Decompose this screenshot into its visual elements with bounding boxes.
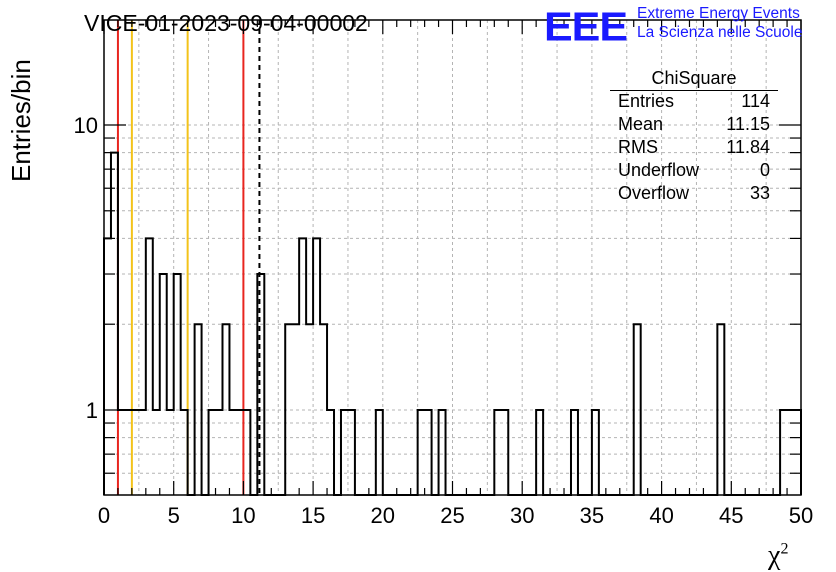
x-tick-label: 5 (168, 503, 180, 528)
x-tick-label: 25 (440, 503, 464, 528)
chart-title: VICE-01-2023-09-04-00002 (84, 10, 368, 37)
histogram-bin (780, 410, 787, 495)
histogram-bin (341, 410, 348, 495)
stats-value: 11.84 (726, 137, 770, 160)
stats-row: Underflow 0 (610, 160, 778, 183)
histogram-bin (536, 410, 543, 495)
stats-label: Entries (618, 91, 674, 114)
histogram-bin (153, 410, 160, 495)
histogram-bin (243, 410, 250, 495)
histogram-bin (216, 410, 223, 495)
histogram-bin (257, 274, 264, 495)
histogram-bin (222, 324, 229, 495)
histogram-bin (592, 410, 599, 495)
x-tick-label: 10 (231, 503, 255, 528)
histogram-bin (167, 410, 174, 495)
histogram-bin (306, 324, 313, 495)
x-tick-label: 35 (580, 503, 604, 528)
x-axis-power: 2 (780, 541, 788, 558)
histogram-bin (125, 410, 132, 495)
y-tick-label: 10 (74, 113, 98, 138)
histogram-bin (348, 410, 355, 495)
histogram-bin (132, 410, 139, 495)
histogram-bin (174, 274, 181, 495)
histogram-bin (104, 238, 111, 495)
stats-row: Mean 11.15 (610, 114, 778, 137)
histogram-bin (118, 410, 125, 495)
logo-line-1: Extreme Energy Events (637, 4, 802, 23)
x-tick-label: 15 (301, 503, 325, 528)
histogram-bin (418, 410, 425, 495)
x-tick-label: 0 (98, 503, 110, 528)
stats-label: Mean (618, 114, 663, 137)
stats-title: ChiSquare (610, 68, 778, 91)
histogram-bin (236, 410, 243, 495)
stats-label: Overflow (618, 183, 689, 206)
stats-row: Entries 114 (610, 91, 778, 114)
histogram-bin (327, 410, 334, 495)
y-axis-label: Entries/bin (6, 59, 37, 182)
histogram-bin (209, 410, 216, 495)
histogram-bin (376, 410, 383, 495)
histogram-bin (571, 410, 578, 495)
x-tick-label: 45 (719, 503, 743, 528)
histogram-bin (299, 238, 306, 495)
histogram-bin (160, 274, 167, 495)
logo-line-2: La Scienza nelle Scuole (637, 23, 802, 42)
histogram-bin (195, 324, 202, 495)
histogram-bin (181, 410, 188, 495)
histogram-bin (634, 324, 641, 495)
x-tick-label: 50 (789, 503, 813, 528)
stats-value: 114 (741, 91, 770, 114)
histogram-bin (229, 410, 236, 495)
histogram-bin (292, 324, 299, 495)
histogram-bin (439, 410, 446, 495)
stats-value: 11.15 (726, 114, 770, 137)
stats-label: RMS (618, 137, 658, 160)
stats-value: 0 (760, 160, 770, 183)
histogram-bin (139, 410, 146, 495)
x-axis-symbol: χ (768, 540, 780, 571)
stats-row: Overflow 33 (610, 183, 778, 206)
histogram-bin (320, 324, 327, 495)
histogram-bin (717, 324, 724, 495)
x-tick-label: 40 (649, 503, 673, 528)
histogram-bin (146, 238, 153, 495)
histogram-bin (285, 324, 292, 495)
x-axis-label: χ2 (768, 540, 788, 572)
y-tick-label: 1 (86, 398, 98, 423)
stats-row: RMS 11.84 (610, 137, 778, 160)
stats-value: 33 (750, 183, 770, 206)
histogram-bin (425, 410, 432, 495)
x-tick-label: 30 (510, 503, 534, 528)
logo-text: Extreme Energy Events La Scienza nelle S… (637, 4, 802, 42)
x-tick-label: 20 (371, 503, 395, 528)
eee-logo: EEE (544, 4, 627, 51)
stats-label: Underflow (618, 160, 699, 183)
histogram-bin (501, 410, 508, 495)
stats-box: ChiSquare Entries 114 Mean 11.15 RMS 11.84 … (610, 68, 778, 206)
histogram-bin (313, 238, 320, 495)
histogram-bin (494, 410, 501, 495)
